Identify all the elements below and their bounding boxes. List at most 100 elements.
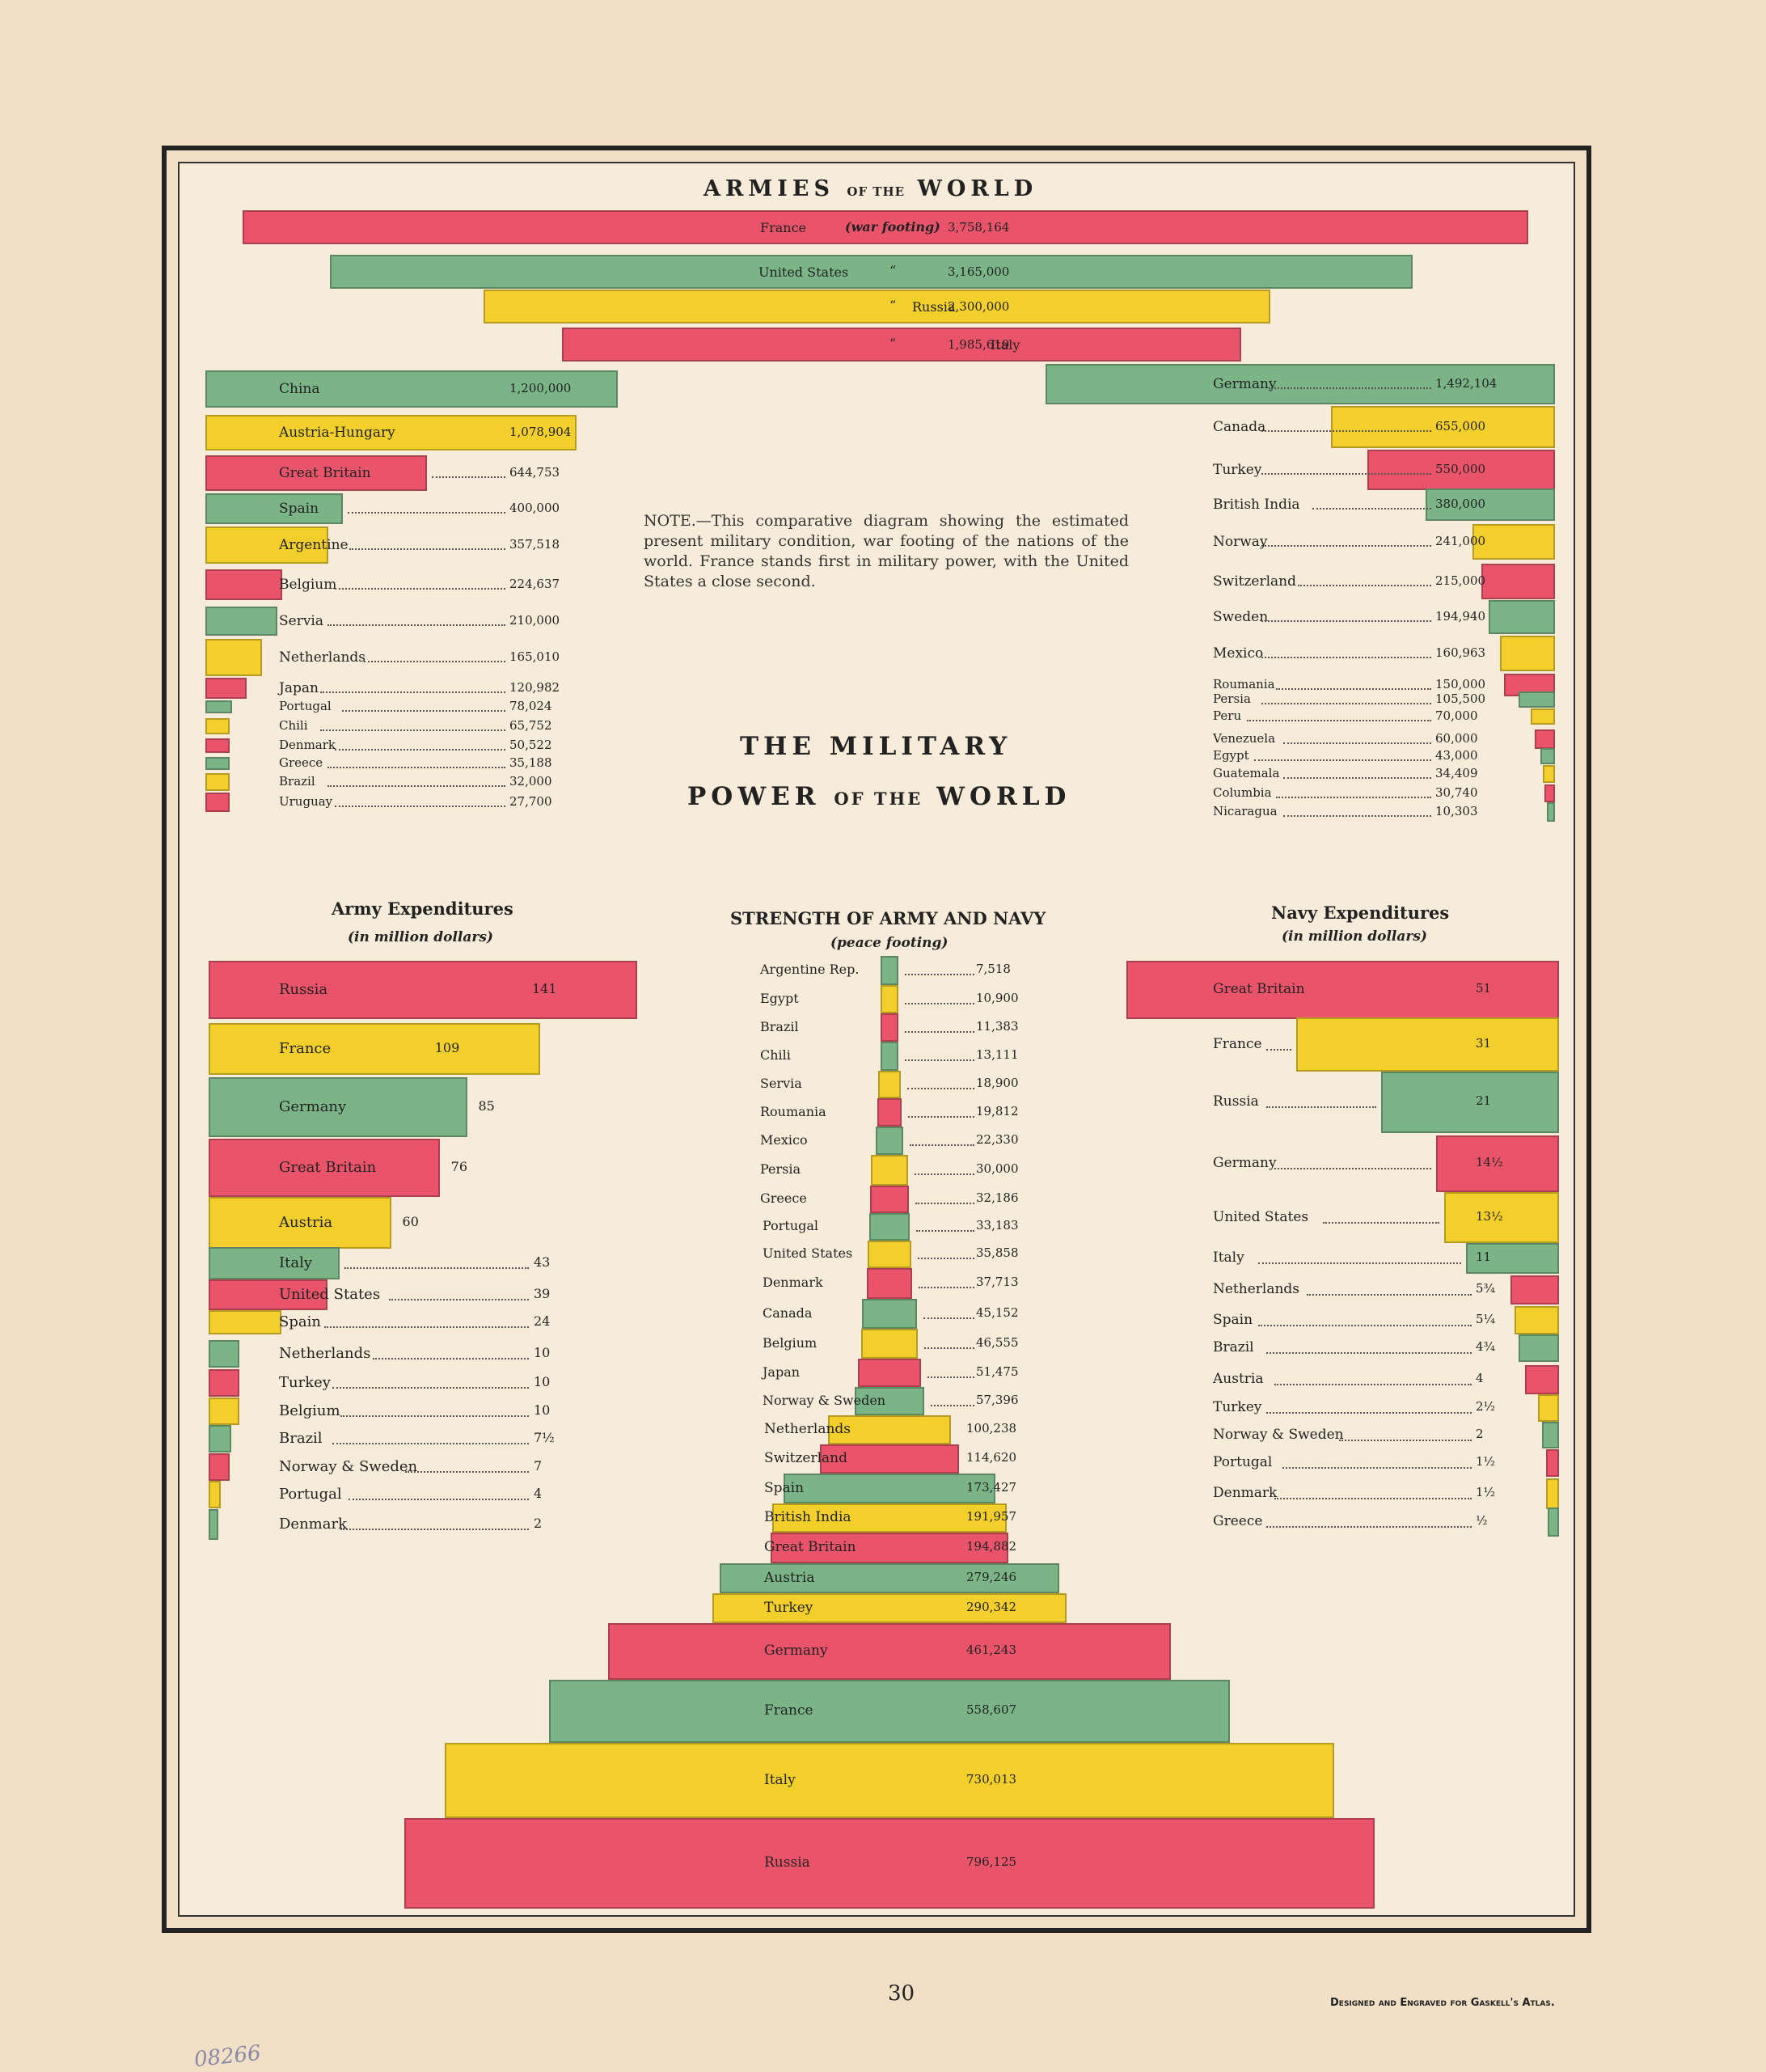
navy-exp-leader-italy xyxy=(1258,1262,1461,1264)
army-right-value-guatemala: 34,409 xyxy=(1435,766,1478,780)
strength-value-persia: 30,000 xyxy=(976,1161,1019,1176)
army-right-value-egypt: 43,000 xyxy=(1435,748,1478,763)
strength-label-greece: Greece xyxy=(760,1190,807,1206)
army-left-bar-netherlands xyxy=(205,639,263,676)
strength-bar-switzerland xyxy=(819,1444,960,1474)
strength-bar-italy xyxy=(444,1743,1335,1818)
strength-label-canada: Canada xyxy=(763,1305,813,1321)
army-exp-label-turkey: Turkey xyxy=(279,1374,331,1391)
navy-exp-value-italy: 11 xyxy=(1476,1250,1492,1264)
army-right-leader-venezuela xyxy=(1283,742,1431,744)
strength-label-brazil: Brazil xyxy=(760,1018,799,1034)
army-right-label-switzerland: Switzerland xyxy=(1213,573,1297,590)
army-exp-leader-italy xyxy=(344,1267,529,1269)
army-exp-label-united-states: United States xyxy=(279,1286,381,1303)
army-exp-label-spain: Spain xyxy=(279,1313,321,1330)
army-right-bar-norway xyxy=(1472,524,1555,560)
army-left-bar-portugal xyxy=(205,700,233,713)
navy-exp-value-netherlands: 5¾ xyxy=(1476,1281,1496,1296)
navy-exp-title: Navy Expenditures xyxy=(1271,903,1450,923)
navy-exp-label-netherlands: Netherlands xyxy=(1213,1281,1300,1297)
army-exp-label-italy: Italy xyxy=(279,1254,313,1271)
strength-value-japan: 51,475 xyxy=(976,1364,1019,1379)
strength-bar-netherlands xyxy=(828,1415,951,1444)
army-left-value-belgium: 224,637 xyxy=(509,577,560,591)
strength-label-germany: Germany xyxy=(764,1643,828,1659)
army-left-value-greece: 35,188 xyxy=(509,755,552,770)
army-left-leader-chili xyxy=(320,729,505,731)
navy-exp-label-germany: Germany xyxy=(1213,1155,1277,1171)
army-right-bar-mexico xyxy=(1500,636,1555,671)
strength-label-switzerland: Switzerland xyxy=(764,1450,848,1466)
navy-exp-bar-portugal xyxy=(1546,1449,1559,1477)
army-exp-value-turkey: 10 xyxy=(534,1374,551,1389)
army-right-value-mexico: 160,963 xyxy=(1435,645,1486,660)
army-exp-value-germany: 85 xyxy=(478,1098,495,1114)
war-ditto-united-states: “ xyxy=(889,263,897,278)
strength-leader-united-states xyxy=(918,1258,974,1259)
army-right-label-sweden: Sweden xyxy=(1213,609,1269,625)
army-left-label-servia: Servia xyxy=(279,613,324,629)
army-right-bar-persia xyxy=(1519,691,1555,708)
strength-bar-spain xyxy=(784,1474,995,1503)
war-label-italy: Italy xyxy=(991,337,1020,353)
war-ditto-italy: “ xyxy=(889,336,897,351)
army-exp-value-belgium: 10 xyxy=(534,1402,551,1418)
strength-label-france: France xyxy=(764,1702,813,1719)
strength-bar-mexico xyxy=(876,1127,903,1155)
war-label-france: France xyxy=(760,220,807,235)
army-right-value-turkey: 550,000 xyxy=(1435,462,1486,476)
strength-label-japan: Japan xyxy=(763,1364,801,1380)
strength-label-argentine-rep: Argentine Rep. xyxy=(760,962,860,977)
navy-exp-bar-turkey xyxy=(1537,1394,1559,1422)
war-bar-united-states xyxy=(330,255,1413,289)
strength-leader-japan xyxy=(927,1376,974,1378)
army-right-label-turkey: Turkey xyxy=(1213,462,1262,478)
army-exp-bar-italy xyxy=(209,1247,340,1279)
army-exp-label-belgium: Belgium xyxy=(279,1402,340,1419)
strength-bar-austria xyxy=(719,1563,1060,1593)
army-right-value-roumania: 150,000 xyxy=(1435,677,1486,691)
army-left-value-brazil: 32,000 xyxy=(509,774,552,789)
strength-value-norway-sweden: 57,396 xyxy=(976,1392,1019,1407)
army-left-leader-servia xyxy=(327,624,505,626)
navy-exp-label-italy: Italy xyxy=(1213,1250,1244,1266)
navy-exp-leader-portugal xyxy=(1282,1467,1472,1469)
army-right-bar-british-india xyxy=(1425,488,1555,521)
army-right-value-persia: 105,500 xyxy=(1435,691,1486,706)
army-exp-label-netherlands: Netherlands xyxy=(279,1345,371,1362)
army-left-value-china: 1,200,000 xyxy=(509,381,572,395)
strength-value-great-britain: 194,882 xyxy=(966,1539,1017,1554)
strength-value-british-india: 191,957 xyxy=(966,1509,1017,1524)
army-exp-leader-portugal xyxy=(349,1499,529,1500)
strength-value-belgium: 46,555 xyxy=(976,1334,1019,1350)
navy-exp-leader-spain xyxy=(1258,1324,1472,1326)
strength-label-egypt: Egypt xyxy=(760,990,799,1006)
navy-exp-value-russia: 21 xyxy=(1476,1093,1492,1108)
army-left-leader-argentine xyxy=(349,548,505,550)
army-left-leader-portugal xyxy=(342,710,505,712)
navy-exp-value-great-britain: 51 xyxy=(1476,981,1492,996)
army-exp-bar-portugal xyxy=(209,1481,222,1508)
strength-label-spain: Spain xyxy=(764,1479,805,1496)
strength-value-spain: 173,427 xyxy=(966,1479,1017,1495)
army-left-bar-greece xyxy=(205,757,230,770)
army-left-label-brazil: Brazil xyxy=(279,774,315,789)
navy-exp-bar-greece xyxy=(1548,1507,1559,1537)
army-exp-leader-belgium xyxy=(340,1415,529,1417)
strength-value-greece: 32,186 xyxy=(976,1190,1019,1205)
strength-label-portugal: Portugal xyxy=(763,1218,819,1233)
strength-label-persia: Persia xyxy=(760,1161,801,1177)
strength-bar-germany xyxy=(608,1623,1171,1680)
army-exp-bar-netherlands xyxy=(209,1340,239,1368)
strength-bar-servia xyxy=(877,1071,902,1098)
army-left-leader-spain xyxy=(348,512,505,514)
strength-bar-united-states xyxy=(867,1241,912,1268)
army-left-leader-great-britain xyxy=(432,476,505,478)
navy-exp-bar-austria xyxy=(1525,1365,1559,1394)
strength-bar-france xyxy=(549,1680,1230,1743)
strength-leader-roumania xyxy=(907,1115,974,1118)
army-right-label-venezuela: Venezuela xyxy=(1213,731,1276,746)
army-right-label-nicaragua: Nicaragua xyxy=(1213,804,1278,818)
army-right-value-norway: 241,000 xyxy=(1435,534,1486,548)
